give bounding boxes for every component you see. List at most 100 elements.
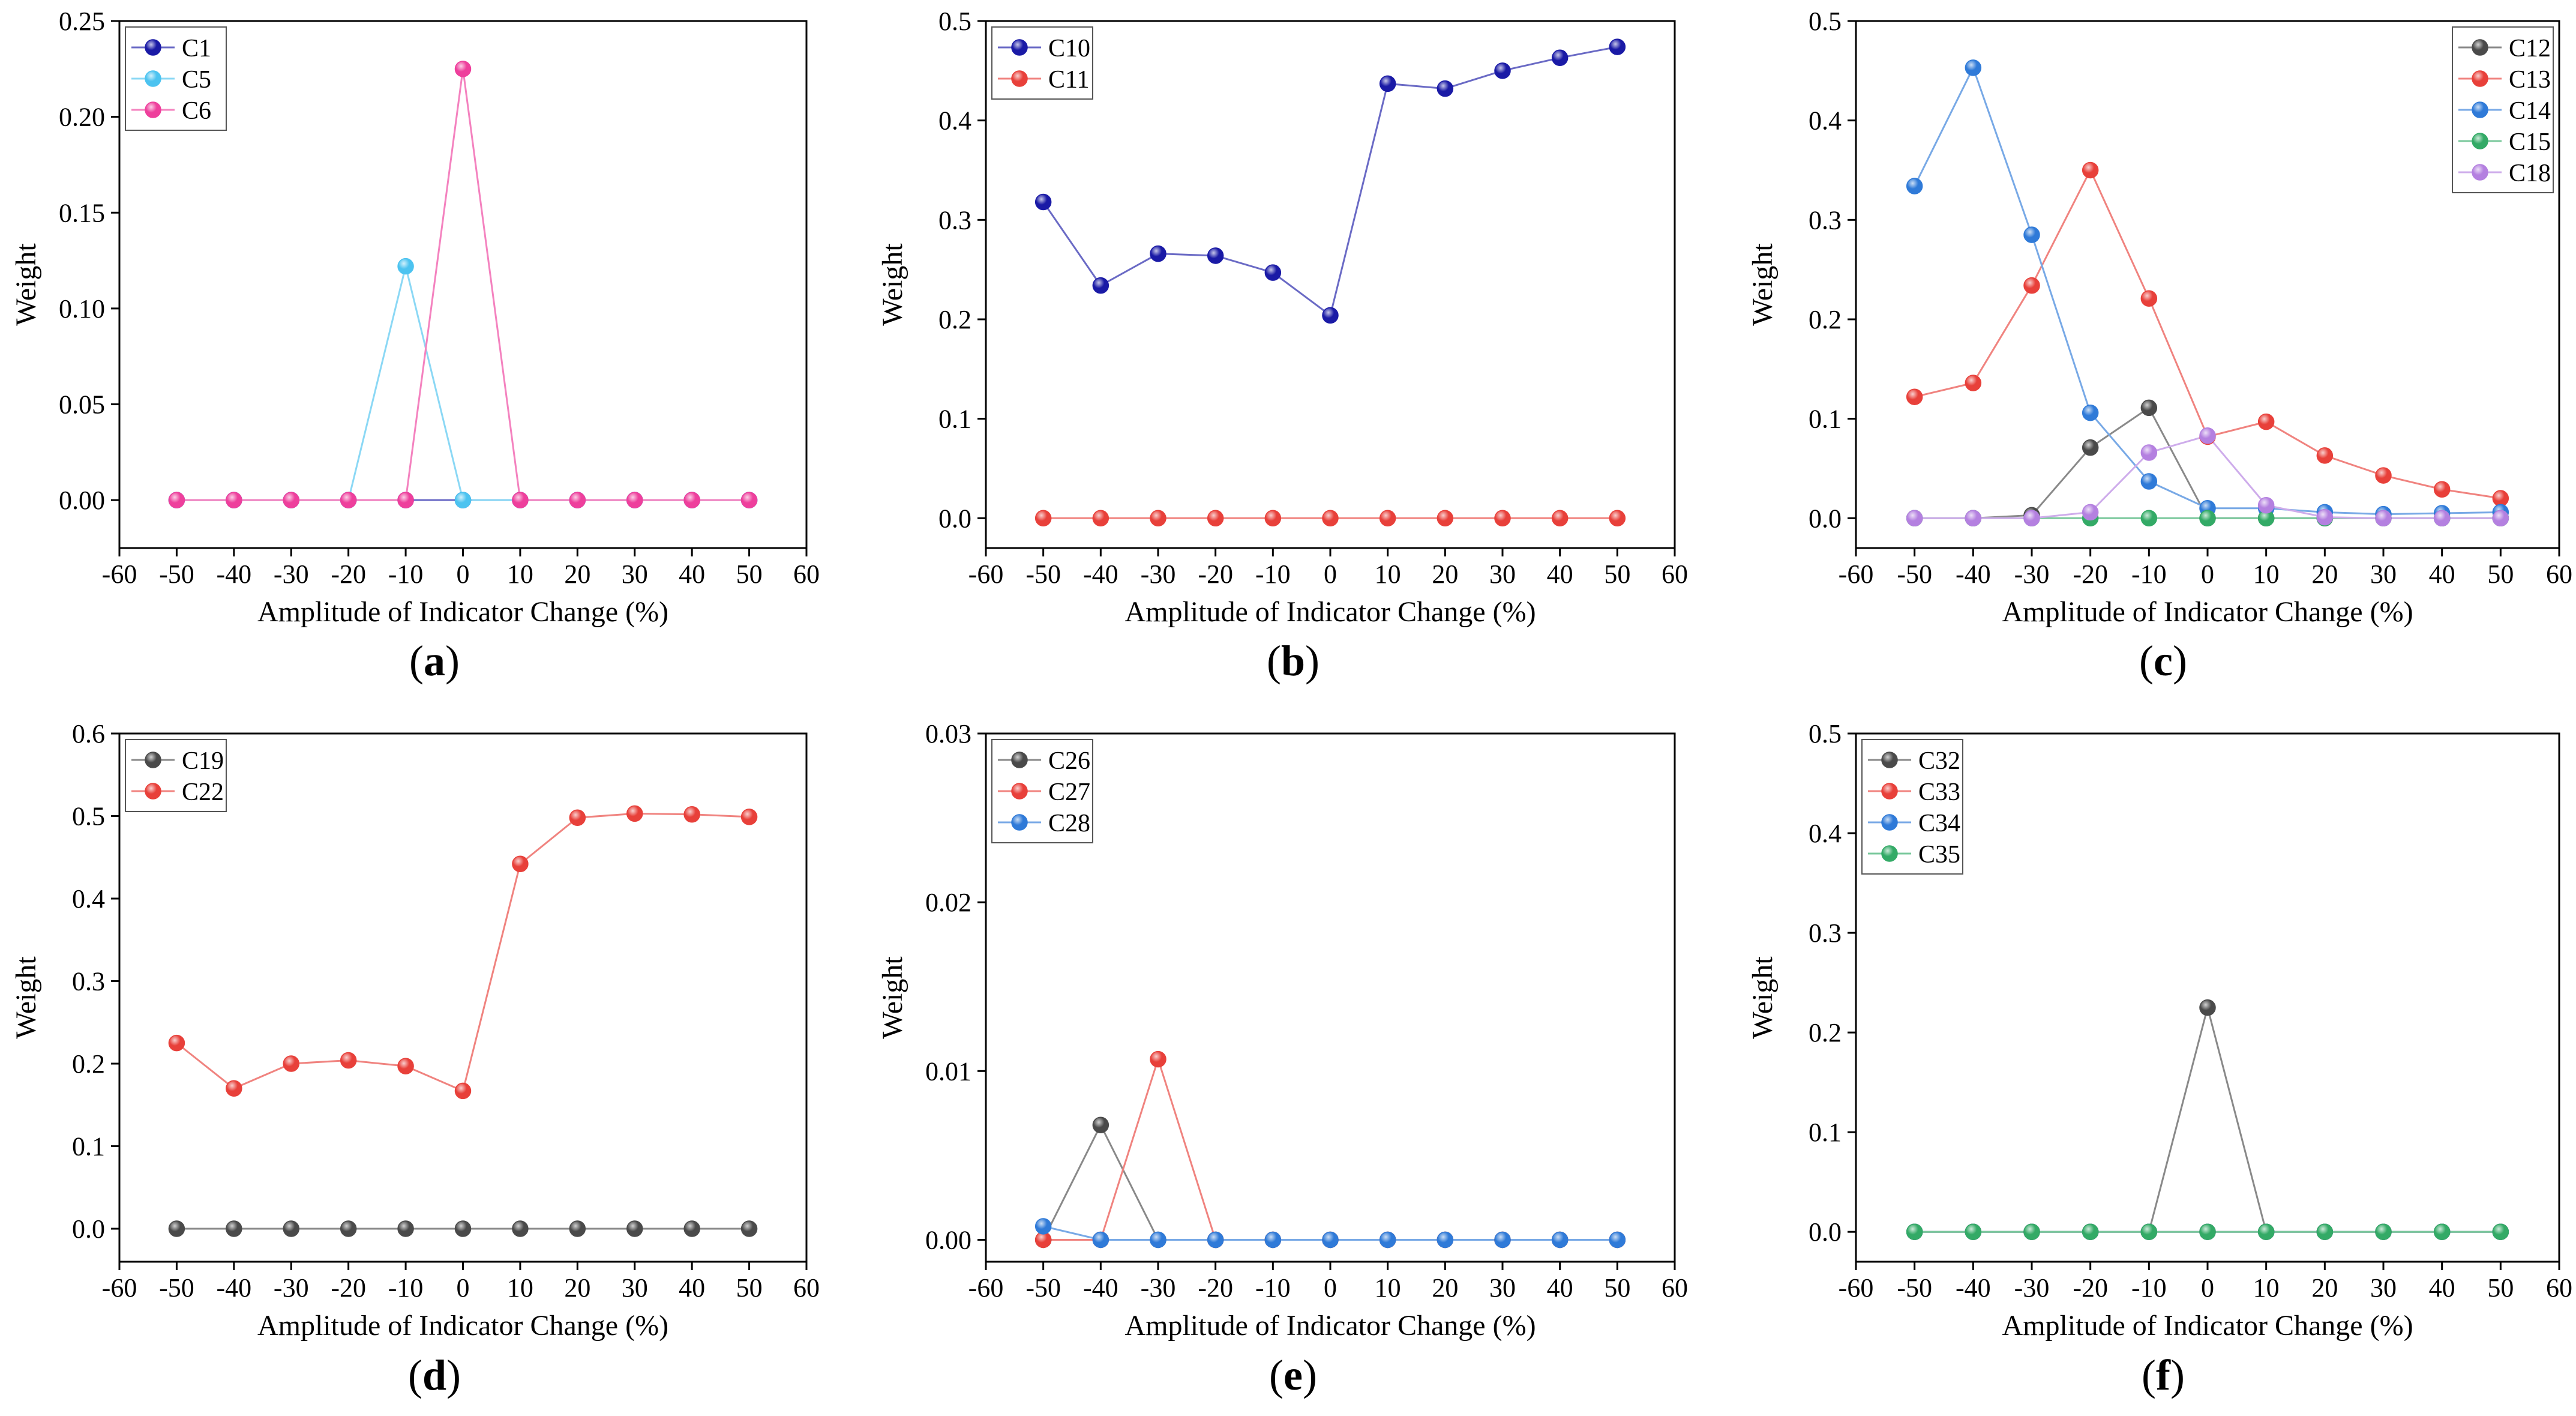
legend-marker-c5	[145, 70, 161, 87]
legend-marker-c33	[1881, 783, 1898, 800]
data-point-c6	[340, 492, 357, 508]
x-tick-label: 30	[622, 559, 648, 589]
data-point-c35	[2375, 1223, 2392, 1240]
data-point-c18	[2316, 508, 2334, 526]
y-tick-label: 0.20	[59, 103, 105, 132]
data-point-c18	[2023, 510, 2040, 527]
legend-label-c28: C28	[1048, 810, 1090, 837]
x-tick-label: 50	[2487, 559, 2514, 589]
data-point-c22	[283, 1055, 299, 1072]
x-tick-label: -50	[1897, 559, 1932, 589]
data-point-c10	[1092, 277, 1109, 294]
x-tick-label: 40	[679, 559, 705, 589]
data-point-c22	[740, 809, 758, 825]
x-tick-label: 20	[564, 559, 590, 589]
y-axis-label: Weight	[1747, 243, 1779, 326]
y-tick-label: 0.1	[938, 405, 971, 434]
y-tick-label: 0.5	[72, 802, 105, 831]
data-point-c19	[283, 1220, 299, 1237]
y-tick-label: 0.3	[938, 205, 971, 235]
data-point-c18	[2375, 510, 2392, 527]
x-tick-label: 30	[2370, 1273, 2397, 1303]
legend: C12 C13 C14 C15 C18	[2452, 26, 2554, 193]
legend-label-c10: C10	[1048, 35, 1090, 62]
x-tick-label: 0	[457, 559, 470, 589]
x-tick-label: 50	[1604, 1273, 1630, 1303]
legend-marker-c13	[2472, 70, 2488, 87]
data-point-c10	[1379, 75, 1396, 92]
data-point-c19	[397, 1220, 414, 1237]
data-point-c13	[2316, 447, 2334, 464]
data-point-c22	[454, 1082, 472, 1100]
data-point-c35	[2492, 1223, 2509, 1240]
x-tick-label: 50	[1604, 559, 1630, 589]
data-point-c11	[1551, 510, 1569, 527]
data-point-c19	[454, 1220, 472, 1237]
x-tick-label: -10	[2131, 559, 2167, 589]
data-point-c28	[1322, 1231, 1339, 1249]
data-point-c28	[1264, 1231, 1282, 1249]
data-point-c14	[2140, 473, 2158, 490]
panel-label: (f)	[2142, 1351, 2185, 1399]
data-point-c28	[1034, 1218, 1052, 1235]
data-point-c10	[1609, 38, 1626, 55]
data-point-c14	[1965, 59, 1982, 76]
legend: C26 C27 C28	[991, 739, 1093, 843]
legend-marker-c18	[2472, 164, 2488, 181]
data-point-c6	[569, 492, 586, 508]
legend-marker-c28	[1011, 814, 1028, 831]
y-tick-label: 0.1	[1809, 1118, 1842, 1147]
x-tick-label: -60	[102, 1273, 137, 1303]
data-point-c13	[2082, 161, 2099, 179]
data-point-c14	[1906, 178, 1923, 194]
data-point-c19	[683, 1220, 700, 1237]
data-point-c19	[512, 1220, 529, 1237]
data-point-c18	[2257, 497, 2275, 514]
data-point-c35	[1906, 1223, 1923, 1240]
x-tick-label: -60	[968, 559, 1004, 589]
y-tick-label: 0.2	[72, 1049, 105, 1079]
x-tick-label: -40	[217, 559, 252, 589]
x-tick-label: 40	[679, 1273, 705, 1303]
data-point-c35	[2082, 1223, 2099, 1240]
data-point-c6	[168, 492, 185, 508]
y-axis-label: Weight	[877, 243, 908, 326]
x-tick-label: 0	[2201, 1273, 2214, 1303]
data-point-c28	[1609, 1231, 1626, 1249]
y-axis-label: Weight	[877, 956, 908, 1039]
y-tick-label: 0.01	[925, 1056, 971, 1086]
x-tick-label: 60	[2546, 559, 2572, 589]
data-point-c11	[1150, 510, 1166, 527]
legend-marker-c27	[1011, 783, 1028, 800]
data-point-c11	[1092, 510, 1109, 527]
x-tick-label: -10	[1255, 559, 1291, 589]
data-point-c22	[340, 1052, 357, 1069]
legend-label-c6: C6	[182, 97, 211, 125]
legend: C32 C33 C34 C35	[1861, 739, 1963, 875]
y-tick-label: 0.2	[1809, 305, 1842, 334]
data-point-c11	[1207, 510, 1224, 527]
data-point-c32	[2199, 999, 2216, 1016]
data-point-c18	[2433, 510, 2451, 527]
x-tick-label: -30	[2014, 1273, 2050, 1303]
panel-f: -60 -50 -40 -30 -20 -10 0 10 20 30 40 50 60 0.0 0.1 0.2…	[1747, 719, 2572, 1399]
y-tick-label: 0.0	[938, 504, 971, 533]
data-point-c10	[1034, 193, 1052, 211]
y-tick-label: 0.03	[925, 719, 971, 749]
y-tick-label: 0.4	[1809, 819, 1842, 848]
legend-label-c22: C22	[182, 779, 224, 806]
x-tick-label: 0	[2201, 559, 2214, 589]
legend-marker-c12	[2472, 39, 2488, 56]
data-point-c28	[1379, 1231, 1396, 1249]
x-tick-label: -20	[331, 559, 366, 589]
x-tick-label: 0	[1324, 1273, 1337, 1303]
legend-label-c12: C12	[2509, 35, 2551, 62]
y-tick-label: 0.02	[925, 888, 971, 917]
y-tick-label: 0.1	[1809, 405, 1842, 434]
x-tick-label: 10	[1375, 1273, 1401, 1303]
legend-marker-c34	[1881, 814, 1898, 831]
x-tick-label: 40	[2429, 1273, 2455, 1303]
panel-c: -60 -50 -40 -30 -20 -10 0 10 20 30 40 50 60 0.0 0.1 0.2…	[1747, 7, 2572, 685]
data-point-c6	[626, 492, 643, 508]
